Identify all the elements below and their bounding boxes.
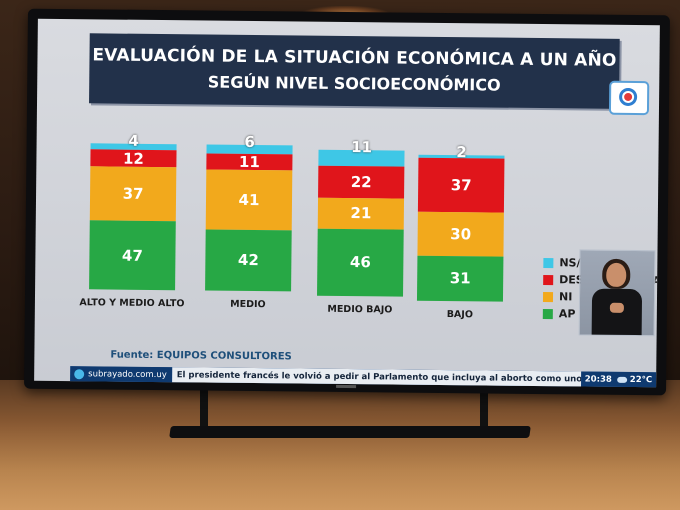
legend-swatch-aprueba — [542, 308, 553, 319]
television: EVALUACIÓN DE LA SITUACIÓN ECONÓMICA A U… — [24, 8, 670, 396]
tv-stand-right-leg — [480, 390, 488, 430]
ticker-temperature: 22°C — [629, 374, 653, 386]
legend-label-ni: NI — [558, 290, 573, 304]
cloud-icon — [616, 376, 627, 383]
bar-value-label-ns-nc: 4 — [128, 131, 139, 150]
bar-3: 22 21 46 — [317, 149, 405, 297]
bar-value-label-ns-nc: 2 — [456, 143, 467, 162]
chart-subtitle: SEGÚN NIVEL SOCIOECONÓMICO — [207, 72, 501, 95]
stacked-bar-chart: 12 37 47 4 ALTO Y MEDIO ALTO 11 41 42 6 MEDIO 22 21… — [38, 19, 660, 320]
bar-4: 37 30 31 — [416, 154, 505, 302]
ticker-time: 20:38 — [584, 374, 612, 385]
logo-dot — [624, 92, 633, 101]
ticker-site-label: subrayado.com.uy — [88, 369, 167, 381]
bar-segment-aprueba: 46 — [317, 228, 404, 297]
tv-screen: EVALUACIÓN DE LA SITUACIÓN ECONÓMICA A U… — [34, 18, 660, 388]
legend-swatch-ns — [543, 257, 554, 268]
bar-segment-desaprueba: 11 — [206, 153, 293, 171]
news-ticker: subrayado.com.uy El presidente francés l… — [70, 366, 657, 388]
legend-swatch-desaprueba — [543, 274, 554, 285]
interpreter-hand — [609, 302, 624, 313]
category-label: ALTO Y MEDIO ALTO — [79, 297, 185, 310]
bar-1: 12 37 47 — [89, 143, 177, 291]
ticker-site: subrayado.com.uy — [70, 366, 172, 384]
tv-brand-mark — [336, 384, 357, 389]
bar-segment-desaprueba: 37 — [417, 157, 505, 213]
bar-segment-ni: 37 — [89, 166, 177, 222]
bar-segment-aprueba: 31 — [416, 255, 504, 302]
bar-segment-ni: 30 — [417, 211, 504, 257]
chart-source: Fuente: EQUIPOS CONSULTORES — [110, 349, 292, 363]
chart-title-banner: EVALUACIÓN DE LA SITUACIÓN ECONÓMICA A U… — [89, 33, 620, 109]
category-label: BAJO — [446, 309, 473, 321]
wooden-table — [0, 380, 680, 510]
chart-title: EVALUACIÓN DE LA SITUACIÓN ECONÓMICA A U… — [92, 45, 617, 71]
bar-segment-aprueba: 47 — [89, 220, 176, 291]
bar-segment-desaprueba: 12 — [90, 149, 177, 168]
bar-segment-desaprueba: 22 — [318, 165, 405, 199]
sign-language-interpreter — [578, 249, 656, 337]
bar-2: 11 41 42 — [205, 144, 293, 292]
tv-stand-left-leg — [200, 390, 208, 430]
ticker-headline: El presidente francés le volvió a pedir … — [171, 367, 581, 388]
interpreter-face — [606, 262, 627, 287]
bar-value-label-ns-nc: 6 — [244, 132, 255, 152]
channel-eye-logo-icon — [608, 80, 650, 116]
legend-label-aprueba: AP — [558, 307, 576, 321]
tv-stand-base — [169, 426, 531, 438]
globe-icon — [74, 369, 85, 380]
bar-segment-ni: 41 — [205, 169, 293, 231]
bar-value-label-ns-nc: 11 — [351, 138, 373, 157]
bar-segment-ni: 21 — [317, 197, 405, 230]
category-label: MEDIO — [230, 298, 266, 311]
ticker-time-weather: 20:38 22°C — [580, 371, 657, 388]
bar-segment-aprueba: 42 — [205, 229, 292, 292]
legend-swatch-ni — [542, 291, 554, 302]
